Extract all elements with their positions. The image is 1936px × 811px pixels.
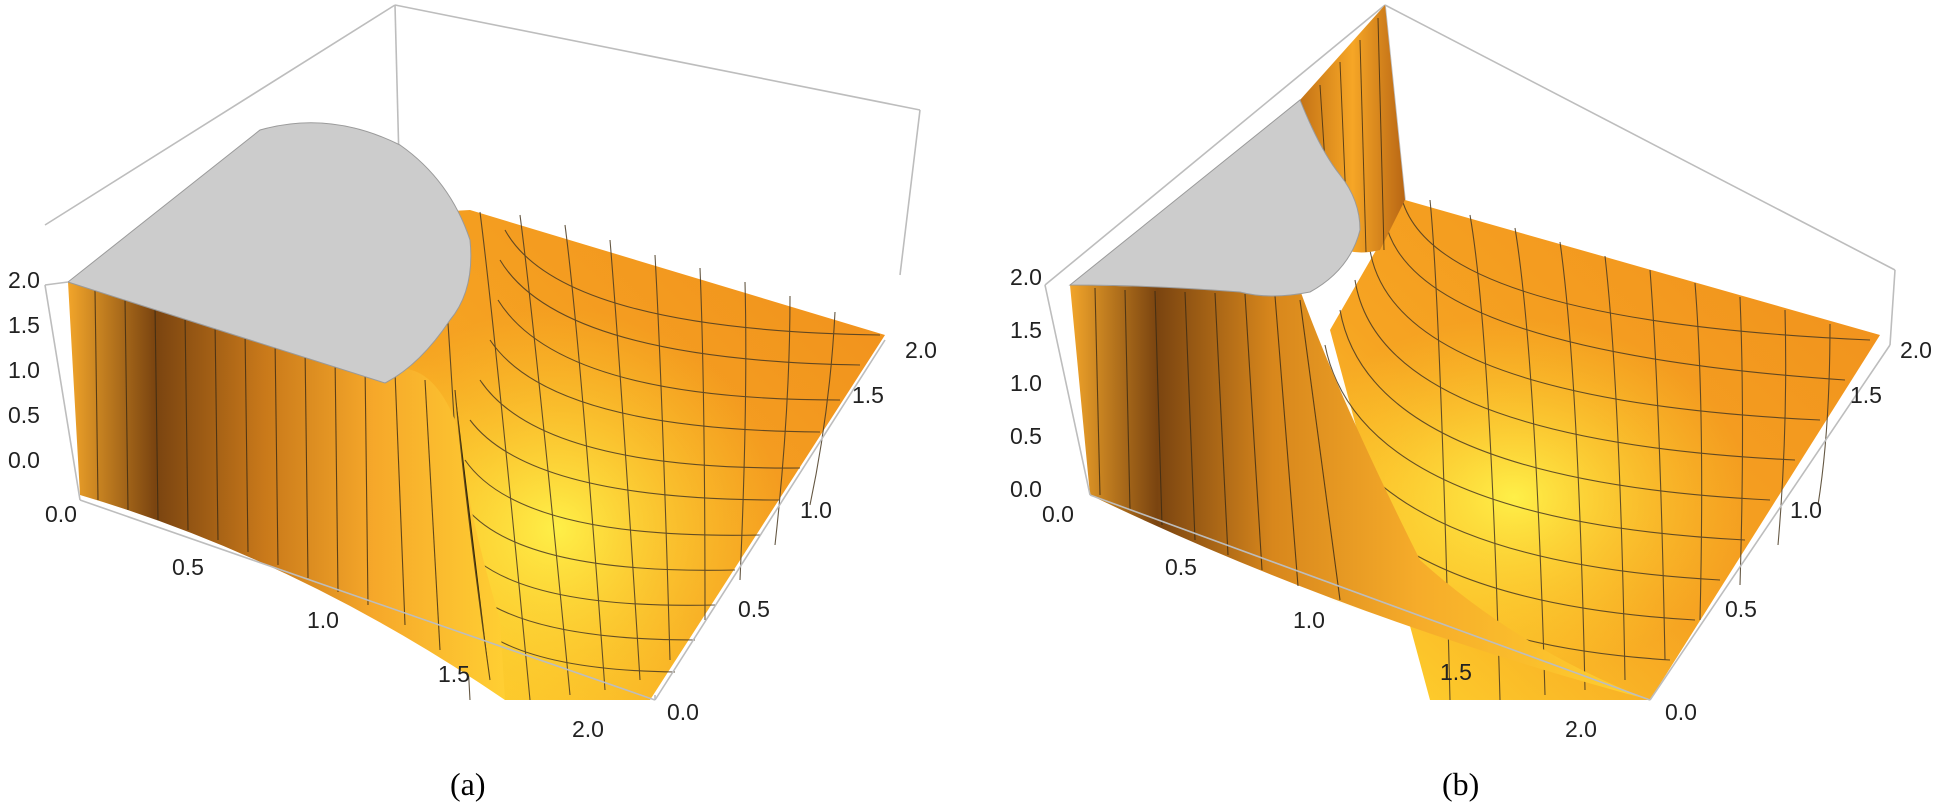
x-tick-b: 2.0 [1565,716,1597,742]
x-tick-b: 1.0 [1293,607,1325,633]
x-tick-a: 2.0 [572,716,604,742]
caption-a: (a) [450,766,486,802]
z-axis-ticks-a: 2.0 1.5 1.0 0.5 0.0 [8,267,40,473]
y-tick-a: 0.0 [667,699,699,725]
y-tick-b: 0.5 [1725,596,1757,622]
z-axis-ticks-b: 2.0 1.5 1.0 0.5 0.0 [1010,264,1042,502]
y-tick-a: 1.5 [852,382,884,408]
y-axis-ticks-a: 0.0 0.5 1.0 1.5 2.0 [667,337,937,725]
y-tick-b: 2.0 [1900,337,1932,363]
x-tick-b: 1.5 [1440,659,1472,685]
surface-wall-b [1070,285,1650,700]
x-tick-a: 1.0 [307,607,339,633]
x-tick-b: 0.0 [1042,501,1074,527]
y-tick-b: 0.0 [1665,699,1697,725]
z-tick-a: 0.5 [8,402,40,428]
surface-cap-a [66,122,472,384]
x-tick-b: 0.5 [1165,554,1197,580]
y-tick-a: 1.0 [800,497,832,523]
z-tick-a: 1.0 [8,357,40,383]
z-tick-b: 2.0 [1010,264,1042,290]
z-tick-b: 0.0 [1010,476,1042,502]
x-axis-ticks-a: 0.0 0.5 1.0 1.5 2.0 [45,501,604,742]
x-tick-a: 0.5 [172,554,204,580]
surface-cap-b [1068,99,1361,297]
z-tick-a: 0.0 [8,447,40,473]
panel-a: 2.0 1.5 1.0 0.5 0.0 0.0 0.5 1.0 1.5 2.0 … [8,4,937,802]
z-tick-b: 0.5 [1010,423,1042,449]
y-tick-b: 1.0 [1790,497,1822,523]
panel-b: 2.0 1.5 1.0 0.5 0.0 0.0 0.5 1.0 1.5 2.0 … [1010,4,1932,802]
bounding-box-front-a [44,281,886,701]
z-tick-a: 2.0 [8,267,40,293]
z-tick-b: 1.0 [1010,370,1042,396]
x-tick-a: 1.5 [438,661,470,687]
x-tick-a: 0.0 [45,501,77,527]
wall-mesh-a [94,289,491,681]
bounding-box-front-b [1044,284,1891,701]
x-axis-ticks-b: 0.0 0.5 1.0 1.5 2.0 [1042,501,1597,742]
surface-mesh-a [439,211,881,701]
y-tick-b: 1.5 [1850,382,1882,408]
wall-mesh-b [1094,287,1341,601]
y-tick-a: 0.5 [738,596,770,622]
caption-b: (b) [1442,766,1479,802]
y-axis-ticks-b: 0.0 0.5 1.0 1.5 2.0 [1665,337,1932,725]
y-tick-a: 2.0 [905,337,937,363]
z-tick-b: 1.5 [1010,317,1042,343]
z-tick-a: 1.5 [8,312,40,338]
